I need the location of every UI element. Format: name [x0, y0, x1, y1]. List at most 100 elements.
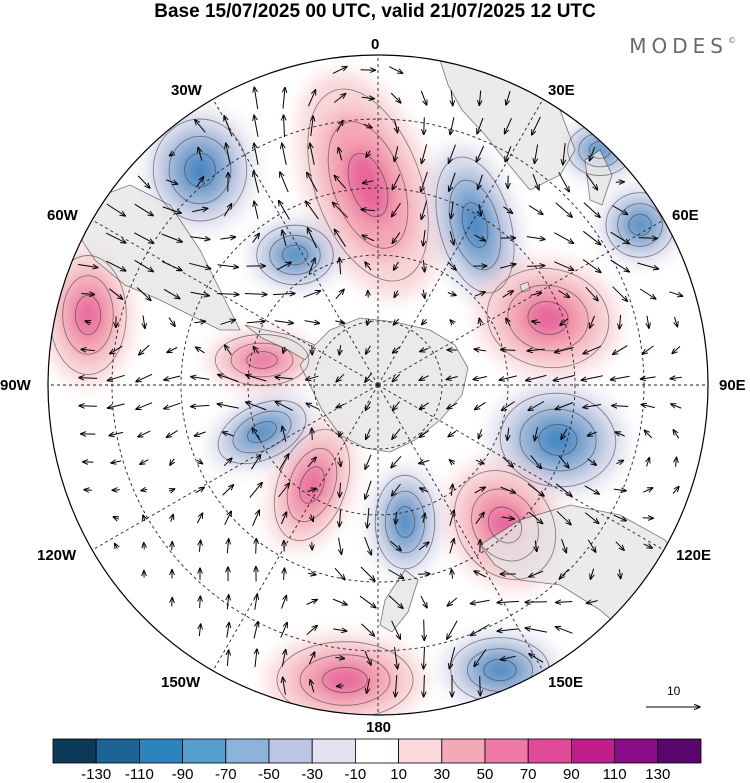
- wind-vector: [275, 402, 293, 411]
- wind-vector: [582, 230, 600, 244]
- wind-vector: [172, 542, 173, 551]
- wind-vector: [366, 150, 370, 157]
- wind-vector: [334, 229, 347, 247]
- reference-vector-label: 10: [667, 684, 681, 698]
- wind-vector: [218, 375, 239, 382]
- wind-vector: [470, 599, 490, 603]
- wind-vector: [555, 402, 574, 410]
- wind-vector: [339, 345, 340, 355]
- wind-vector: [613, 345, 628, 355]
- wind-vector: [419, 430, 429, 438]
- wind-vector: [587, 539, 595, 552]
- wind-vector: [499, 375, 517, 380]
- wind-vector: [392, 374, 401, 381]
- wind-vector: [610, 259, 630, 272]
- wind-vector: [526, 237, 545, 240]
- wind-vector: [647, 315, 649, 328]
- wind-vector: [85, 321, 92, 323]
- wind-vector: [252, 428, 261, 441]
- wind-vector: [363, 124, 372, 128]
- wind-vector: [556, 602, 573, 603]
- madagascar-landmass: [584, 149, 613, 206]
- wind-vector: [254, 115, 259, 137]
- wind-vector: [194, 431, 206, 436]
- wind-vector: [392, 174, 401, 189]
- wind-vector: [283, 677, 286, 695]
- wind-vector: [474, 349, 486, 351]
- wind-vector: [190, 291, 210, 296]
- wind-vector: [191, 377, 210, 380]
- wind-vector: [307, 172, 318, 192]
- lon-label-180: 180: [366, 719, 392, 736]
- contour-line: [214, 334, 310, 386]
- wind-vector: [280, 622, 287, 638]
- meridian-line: [377, 98, 544, 386]
- negative-anomaly: [535, 421, 581, 459]
- wind-vector: [499, 264, 516, 269]
- colorbar-tick-label: -70: [214, 766, 237, 783]
- colorbar-swatch: [182, 738, 227, 764]
- wind-vector: [192, 208, 207, 211]
- wind-vector: [528, 401, 545, 411]
- wind-vector: [190, 237, 210, 240]
- wind-vector: [615, 541, 624, 551]
- wind-vector: [419, 375, 430, 381]
- wind-vector: [446, 377, 458, 380]
- wind-vector: [639, 288, 656, 299]
- positive-anomaly: [73, 291, 103, 339]
- wind-vector: [134, 259, 154, 271]
- colorbar: [52, 738, 702, 764]
- negative-anomaly: [244, 419, 280, 445]
- wind-vector: [555, 627, 573, 634]
- wind-vector: [474, 487, 486, 494]
- wind-vector: [590, 315, 595, 328]
- wind-vector: [532, 116, 541, 135]
- wind-vector: [449, 231, 454, 245]
- wind-vector: [246, 321, 265, 322]
- wind-vector: [334, 175, 347, 189]
- wind-vector: [423, 259, 424, 272]
- wind-vector: [195, 487, 204, 494]
- wind-vector: [421, 144, 428, 163]
- contour-line: [276, 641, 414, 715]
- wind-vector: [136, 373, 153, 381]
- wind-vector: [249, 483, 262, 498]
- wind-vector: [475, 460, 484, 464]
- kerguelen-island: [519, 281, 531, 293]
- wind-vector: [335, 321, 344, 323]
- wind-vector: [449, 647, 456, 668]
- wind-vector: [169, 152, 174, 156]
- wind-vector: [393, 401, 400, 411]
- wind-vector: [587, 432, 597, 436]
- wind-vector: [250, 455, 260, 470]
- colorbar-swatch: [657, 738, 702, 764]
- meridian-line: [91, 384, 379, 551]
- wind-vector: [619, 569, 620, 578]
- wind-vector: [144, 543, 145, 550]
- wind-vector: [451, 201, 453, 219]
- wind-vector: [306, 626, 317, 635]
- wind-vector: [223, 204, 231, 217]
- wind-vector: [590, 568, 593, 580]
- contour-line: [217, 399, 307, 465]
- wind-vector: [558, 172, 569, 191]
- wind-vector: [558, 455, 569, 468]
- wind-vector: [366, 345, 371, 354]
- contour-line: [286, 447, 338, 523]
- wind-vector: [619, 314, 620, 329]
- wind-vector: [392, 483, 401, 496]
- wind-vector: [339, 258, 340, 275]
- wind-vector: [334, 567, 345, 580]
- wind-vector: [474, 234, 486, 241]
- wind-vector: [336, 373, 345, 382]
- wind-vector: [365, 262, 372, 271]
- wind-vector: [256, 538, 257, 554]
- contour-line: [62, 275, 114, 355]
- wind-vector: [222, 432, 234, 437]
- wind-vector: [339, 537, 342, 555]
- negative-anomaly: [181, 150, 219, 190]
- wind-vector: [307, 228, 318, 249]
- wind-vector: [171, 514, 174, 522]
- wind-vector: [669, 291, 682, 296]
- lon-label-60e: 60E: [672, 207, 699, 224]
